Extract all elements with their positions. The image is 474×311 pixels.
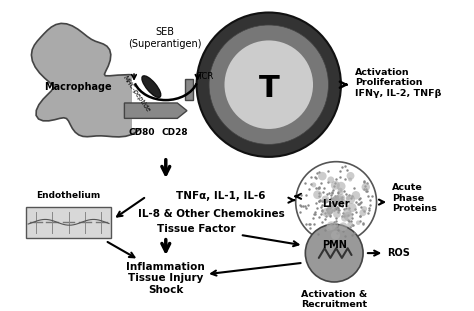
Circle shape [332,195,340,203]
Circle shape [346,195,351,200]
Circle shape [296,162,376,243]
Circle shape [209,25,328,144]
Circle shape [346,195,355,204]
Ellipse shape [142,76,161,97]
Circle shape [341,214,348,222]
Circle shape [326,225,332,231]
Text: Acute
Phase
Proteins: Acute Phase Proteins [392,183,437,213]
Circle shape [313,190,322,199]
Circle shape [197,12,341,157]
Text: PMN: PMN [322,240,346,250]
Polygon shape [124,103,187,118]
Circle shape [318,172,327,180]
Circle shape [225,40,313,129]
Circle shape [321,196,329,203]
Text: IL-8 & Other Chemokines: IL-8 & Other Chemokines [137,209,284,219]
Circle shape [343,200,348,205]
Circle shape [332,199,337,204]
Circle shape [348,178,352,182]
Circle shape [333,211,341,218]
Text: Liver: Liver [322,199,350,209]
Text: Activation &
Recruitment: Activation & Recruitment [301,290,367,309]
Circle shape [305,224,363,282]
Circle shape [346,172,355,180]
Text: Inflammation
Tissue Injury
Shock: Inflammation Tissue Injury Shock [127,262,205,295]
Text: Activation
Proliferation
IFNγ, IL-2, TNFβ: Activation Proliferation IFNγ, IL-2, TNF… [356,68,442,98]
Text: CD28: CD28 [161,128,188,137]
Text: Tissue Factor: Tissue Factor [157,224,236,234]
Circle shape [343,209,352,217]
Circle shape [339,190,344,195]
Text: Macrophage: Macrophage [45,81,112,92]
Text: TCR: TCR [198,72,214,81]
Text: MHC-peptide: MHC-peptide [122,75,152,114]
Text: TNFα, IL-1, IL-6: TNFα, IL-1, IL-6 [176,191,265,201]
Circle shape [337,194,346,203]
Bar [26,207,111,238]
Text: T: T [258,74,279,103]
Circle shape [322,208,331,217]
Bar [185,79,193,100]
Circle shape [337,188,343,193]
Circle shape [362,206,367,211]
Polygon shape [31,23,173,137]
Circle shape [337,182,346,191]
Circle shape [335,195,343,203]
Circle shape [356,220,361,225]
Bar [132,56,190,128]
Circle shape [328,204,336,212]
Text: SEB
(Superantigen): SEB (Superantigen) [128,27,201,49]
Circle shape [334,223,338,227]
Circle shape [339,222,347,231]
Circle shape [331,181,340,190]
Circle shape [347,203,356,212]
Circle shape [344,211,353,221]
Circle shape [326,210,332,216]
Circle shape [352,191,360,200]
Text: CD80: CD80 [128,128,155,137]
Circle shape [327,221,336,230]
Text: Endothelium: Endothelium [36,191,100,200]
Circle shape [337,202,341,206]
Circle shape [359,209,366,216]
Circle shape [347,222,353,228]
Circle shape [328,176,334,183]
Text: ROS: ROS [387,248,410,258]
Circle shape [362,183,370,191]
Circle shape [331,231,340,240]
Circle shape [311,182,316,188]
Circle shape [332,197,336,202]
Circle shape [327,206,335,214]
